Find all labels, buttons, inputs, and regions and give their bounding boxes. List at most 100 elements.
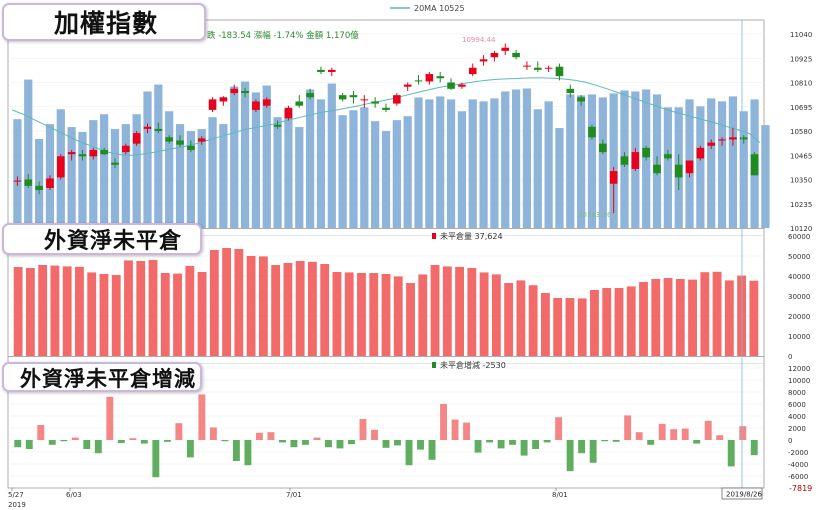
volume-bar xyxy=(468,99,477,228)
oi-change-bar xyxy=(163,440,171,442)
candle-body xyxy=(696,147,705,159)
oi-change-bar xyxy=(382,440,390,448)
candle-body xyxy=(599,143,607,153)
ma-legend-label: 20MA 10525 xyxy=(414,4,465,13)
y-tick-label: 2000 xyxy=(788,425,806,433)
volume-bar xyxy=(67,127,76,228)
oi-legend-swatch xyxy=(432,233,436,239)
candle-body xyxy=(165,137,173,142)
oi-change-bar xyxy=(647,440,655,445)
oi-bar xyxy=(663,278,673,356)
x-tick-label: 7/01 xyxy=(286,491,302,499)
oi-bar xyxy=(651,279,661,356)
oi-change-bars xyxy=(14,394,758,478)
oi-bar xyxy=(700,272,710,356)
oi-change-bar xyxy=(704,420,712,440)
oi-change-bar xyxy=(417,440,424,450)
candle-body xyxy=(273,124,282,127)
oi-change-panel-title: 外資淨未平倉增減 xyxy=(2,362,202,392)
oi-change-bar xyxy=(106,396,114,440)
oi-change-bar xyxy=(301,440,309,445)
candlestick-series xyxy=(13,43,759,214)
oi-bar xyxy=(418,274,428,356)
oi-bar xyxy=(516,280,526,356)
y-tick-label: 10120 xyxy=(790,225,812,233)
candle-body xyxy=(78,154,87,157)
candle-body xyxy=(176,140,184,145)
candle-body xyxy=(208,99,217,110)
oi-change-bar xyxy=(566,440,574,472)
candle-body xyxy=(620,156,629,165)
oi-bar xyxy=(344,272,354,356)
y-tick-label: 10465 xyxy=(790,152,812,160)
oi-change-bar xyxy=(474,440,482,453)
candle-body xyxy=(382,107,390,110)
oi-change-bar xyxy=(624,415,632,440)
volume-bar xyxy=(165,111,174,228)
volume-bar xyxy=(143,91,152,228)
volume-bar xyxy=(175,124,185,228)
oi-change-bar xyxy=(727,440,735,467)
y-tick-label: 40000 xyxy=(788,273,810,281)
candle-body xyxy=(111,162,119,165)
candle-body xyxy=(56,156,65,178)
volume-bar xyxy=(89,120,98,228)
candle-body xyxy=(414,80,423,82)
volume-bar xyxy=(316,99,326,228)
oi-bar xyxy=(724,280,734,356)
oi-change-bar xyxy=(348,440,355,445)
oi-change-bar xyxy=(440,404,447,440)
oi-bar xyxy=(38,265,48,356)
oi-change-bar xyxy=(48,440,56,445)
year-label: 2019 xyxy=(8,501,26,509)
y-tick-label: 10810 xyxy=(790,80,812,88)
candle-body xyxy=(197,138,206,142)
y-tick-label: 10235 xyxy=(790,201,812,209)
candle-body xyxy=(479,59,488,62)
y-tick-label: 10000 xyxy=(788,377,810,385)
oi-bar xyxy=(639,282,648,356)
candle-body xyxy=(187,145,195,150)
candle-body xyxy=(501,47,510,51)
volume-bar xyxy=(609,93,618,228)
cursor-date-box xyxy=(721,487,763,500)
volume-bar xyxy=(24,79,33,228)
oi-bar xyxy=(50,265,60,356)
oi-change-bar xyxy=(716,435,724,440)
candle-body xyxy=(664,154,672,159)
oi-bar xyxy=(258,256,268,356)
volume-bar xyxy=(251,92,261,228)
candle-body xyxy=(230,88,239,94)
oi-bar xyxy=(62,266,72,356)
candle-body xyxy=(338,95,347,100)
candle-body xyxy=(100,149,108,155)
oi-change-bar xyxy=(14,440,22,448)
oi-bar xyxy=(553,298,563,356)
y-tick-label: 10695 xyxy=(790,104,812,112)
min-change-label: -7819 xyxy=(789,484,812,493)
candle-body xyxy=(295,101,304,106)
volume-bar xyxy=(284,109,293,228)
candle-body xyxy=(739,137,748,140)
oi-bar xyxy=(455,267,464,356)
oi-bar xyxy=(626,286,636,356)
candle-body xyxy=(436,76,444,79)
volume-bar xyxy=(587,94,597,228)
oi-change-bar xyxy=(313,437,321,440)
volume-bar xyxy=(392,120,401,228)
candle-body xyxy=(35,185,43,191)
candle-body xyxy=(143,126,152,129)
candle-body xyxy=(262,99,271,106)
candle-body xyxy=(729,137,737,140)
oi-bar xyxy=(283,263,293,356)
oi-change-bar xyxy=(750,440,758,456)
oi-change-bar xyxy=(509,440,517,445)
y-tick-label: 8000 xyxy=(788,389,806,397)
candle-body xyxy=(458,84,466,87)
oi-bar xyxy=(148,260,158,356)
y-tick-label: 0 xyxy=(788,353,792,361)
x-tick-label: 8/01 xyxy=(552,491,568,499)
oi-change-bar xyxy=(532,440,540,449)
volume-bar xyxy=(663,107,672,228)
candle-body xyxy=(317,69,325,72)
